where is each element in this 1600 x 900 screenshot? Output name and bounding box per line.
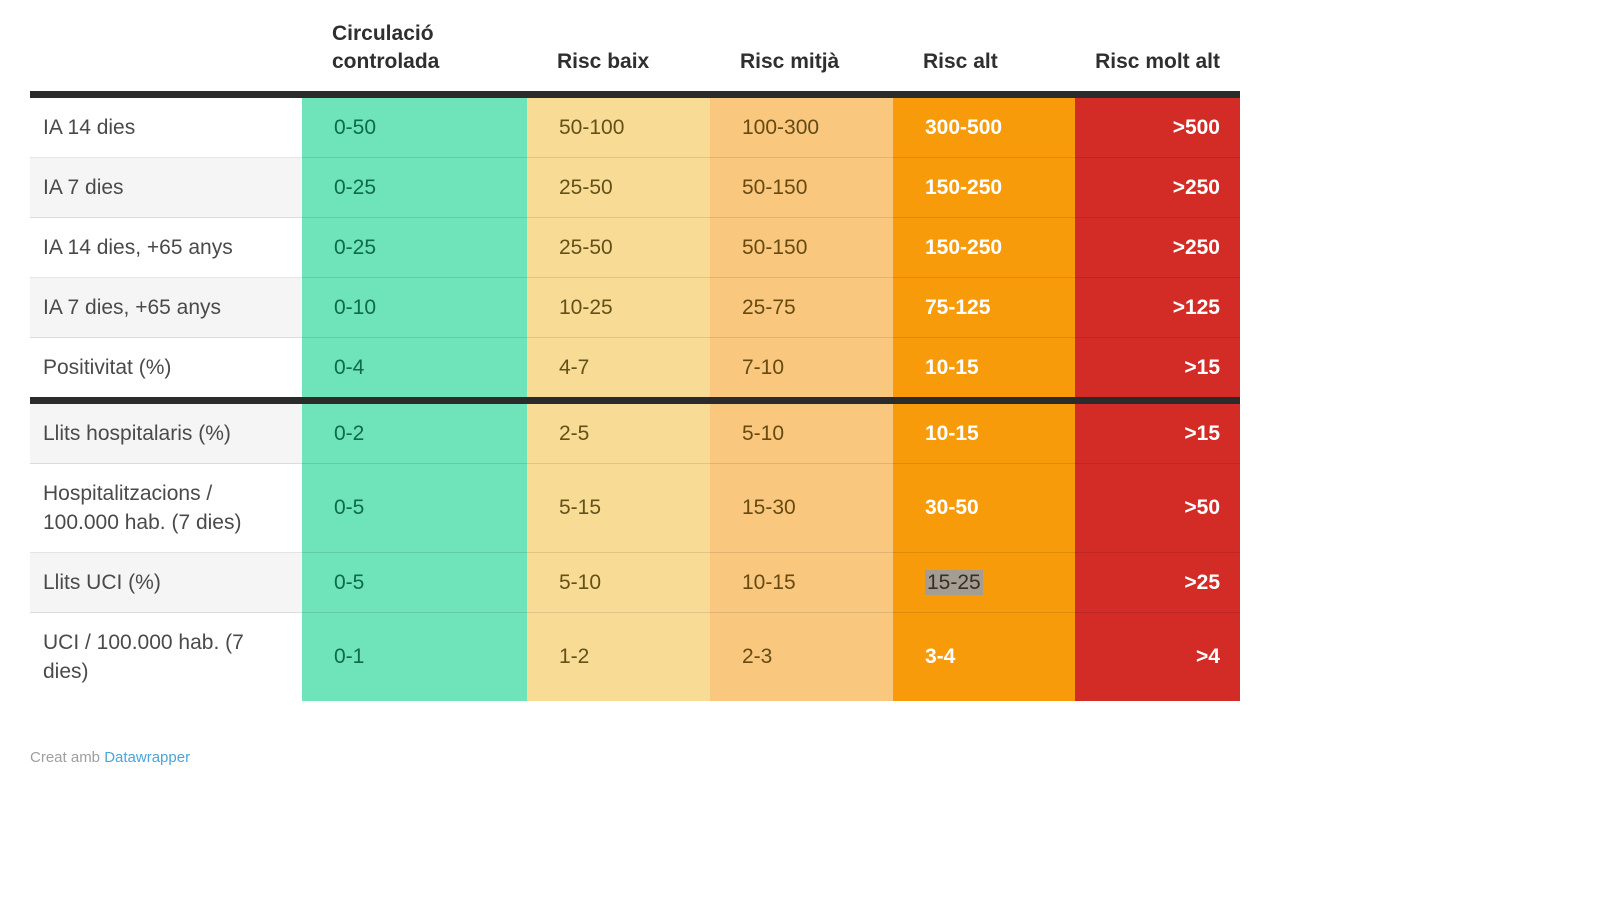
cell-risc-mitja: 100-300 bbox=[710, 94, 893, 158]
cell-risc-alt: 10-15 bbox=[893, 337, 1075, 401]
cell-risc-molt-alt: >4 bbox=[1075, 612, 1240, 701]
cell-risc-mitja: 15-30 bbox=[710, 463, 893, 553]
cell-risc-molt-alt: >15 bbox=[1075, 337, 1240, 401]
attribution-text: Creat amb bbox=[30, 749, 101, 766]
cell-risc-baix: 1-2 bbox=[527, 612, 710, 701]
datawrapper-link[interactable]: Datawrapper bbox=[104, 749, 191, 766]
cell-circulacio-controlada: 0-5 bbox=[302, 552, 527, 613]
table-section-incidence: IA 14 dies 0-50 50-100 100-300 300-500 >500 IA… bbox=[30, 94, 1240, 401]
cell-risc-baix: 50-100 bbox=[527, 94, 710, 158]
table-row: UCI / 100.000 hab. (7 dies) 0-1 1-2 2-3 3-4 >… bbox=[30, 612, 1240, 701]
selected-cell-text: 15-25 bbox=[925, 569, 983, 595]
cell-risc-mitja: 7-10 bbox=[710, 337, 893, 401]
cell-circulacio-controlada: 0-5 bbox=[302, 463, 527, 553]
cell-risc-baix: 5-10 bbox=[527, 552, 710, 613]
table-header: Circulació controlada Risc baix Risc mit… bbox=[30, 20, 1240, 98]
cell-risc-alt: 150-250 bbox=[893, 217, 1075, 278]
table-row: Hospitalitzacions / 100.000 hab. (7 dies… bbox=[30, 463, 1240, 553]
cell-risc-baix: 25-50 bbox=[527, 157, 710, 218]
cell-risc-molt-alt: >250 bbox=[1075, 157, 1240, 218]
datawrapper-table-graphic: Circulació controlada Risc baix Risc mit… bbox=[30, 20, 1240, 766]
cell-risc-mitja: 25-75 bbox=[710, 277, 893, 338]
row-label: IA 7 dies bbox=[30, 157, 302, 218]
cell-risc-alt: 3-4 bbox=[893, 612, 1075, 701]
column-header-circulacio-controlada: Circulació controlada bbox=[302, 20, 527, 98]
row-label: Positivitat (%) bbox=[30, 337, 302, 401]
cell-risc-baix: 4-7 bbox=[527, 337, 710, 401]
risk-levels-table: Circulació controlada Risc baix Risc mit… bbox=[30, 20, 1240, 701]
cell-circulacio-controlada: 0-1 bbox=[302, 612, 527, 701]
row-label: IA 14 dies bbox=[30, 94, 302, 158]
cell-risc-molt-alt: >500 bbox=[1075, 94, 1240, 158]
cell-risc-baix: 10-25 bbox=[527, 277, 710, 338]
column-header-risc-mitja: Risc mitjà bbox=[710, 20, 893, 98]
cell-risc-mitja: 5-10 bbox=[710, 397, 893, 464]
cell-circulacio-controlada: 0-2 bbox=[302, 397, 527, 464]
cell-risc-baix: 25-50 bbox=[527, 217, 710, 278]
table-row: Llits hospitalaris (%) 0-2 2-5 5-10 10-15 >15 bbox=[30, 397, 1240, 464]
cell-risc-alt: 75-125 bbox=[893, 277, 1075, 338]
table-row: IA 14 dies, +65 anys 0-25 25-50 50-150 150-2… bbox=[30, 217, 1240, 278]
column-header-risc-molt-alt: Risc molt alt bbox=[1075, 20, 1240, 98]
cell-circulacio-controlada: 0-50 bbox=[302, 94, 527, 158]
table-row: IA 7 dies 0-25 25-50 50-150 150-250 >250 bbox=[30, 157, 1240, 218]
cell-risc-molt-alt: >50 bbox=[1075, 463, 1240, 553]
column-header-risc-baix: Risc baix bbox=[527, 20, 710, 98]
cell-risc-baix: 5-15 bbox=[527, 463, 710, 553]
table-section-hospital: Llits hospitalaris (%) 0-2 2-5 5-10 10-15 >15… bbox=[30, 397, 1240, 701]
cell-risc-baix: 2-5 bbox=[527, 397, 710, 464]
cell-risc-alt: 150-250 bbox=[893, 157, 1075, 218]
cell-risc-mitja: 2-3 bbox=[710, 612, 893, 701]
table-row: IA 14 dies 0-50 50-100 100-300 300-500 >500 bbox=[30, 94, 1240, 158]
cell-circulacio-controlada: 0-10 bbox=[302, 277, 527, 338]
row-label: Llits UCI (%) bbox=[30, 552, 302, 613]
cell-risc-alt: 30-50 bbox=[893, 463, 1075, 553]
column-header-risc-alt: Risc alt bbox=[893, 20, 1075, 98]
cell-risc-mitja: 50-150 bbox=[710, 157, 893, 218]
row-label: Llits hospitalaris (%) bbox=[30, 397, 302, 464]
cell-risc-mitja: 10-15 bbox=[710, 552, 893, 613]
table-row: Llits UCI (%) 0-5 5-10 10-15 15-25 >25 bbox=[30, 552, 1240, 613]
cell-risc-molt-alt: >250 bbox=[1075, 217, 1240, 278]
row-label: Hospitalitzacions / 100.000 hab. (7 dies… bbox=[30, 463, 302, 553]
row-label: IA 7 dies, +65 anys bbox=[30, 277, 302, 338]
cell-risc-alt: 10-15 bbox=[893, 397, 1075, 464]
cell-risc-molt-alt: >25 bbox=[1075, 552, 1240, 613]
row-label: UCI / 100.000 hab. (7 dies) bbox=[30, 612, 302, 701]
table-row: IA 7 dies, +65 anys 0-10 10-25 25-75 75-125 >… bbox=[30, 277, 1240, 338]
header-row: Circulació controlada Risc baix Risc mit… bbox=[30, 20, 1240, 98]
cell-risc-alt: 300-500 bbox=[893, 94, 1075, 158]
column-header-empty bbox=[30, 20, 302, 98]
attribution: Creat amb Datawrapper bbox=[30, 749, 1240, 766]
cell-risc-alt: 15-25 bbox=[893, 552, 1075, 613]
cell-circulacio-controlada: 0-25 bbox=[302, 217, 527, 278]
cell-risc-molt-alt: >125 bbox=[1075, 277, 1240, 338]
table-row: Positivitat (%) 0-4 4-7 7-10 10-15 >15 bbox=[30, 337, 1240, 401]
row-label: IA 14 dies, +65 anys bbox=[30, 217, 302, 278]
cell-risc-mitja: 50-150 bbox=[710, 217, 893, 278]
cell-risc-molt-alt: >15 bbox=[1075, 397, 1240, 464]
cell-circulacio-controlada: 0-25 bbox=[302, 157, 527, 218]
cell-circulacio-controlada: 0-4 bbox=[302, 337, 527, 401]
